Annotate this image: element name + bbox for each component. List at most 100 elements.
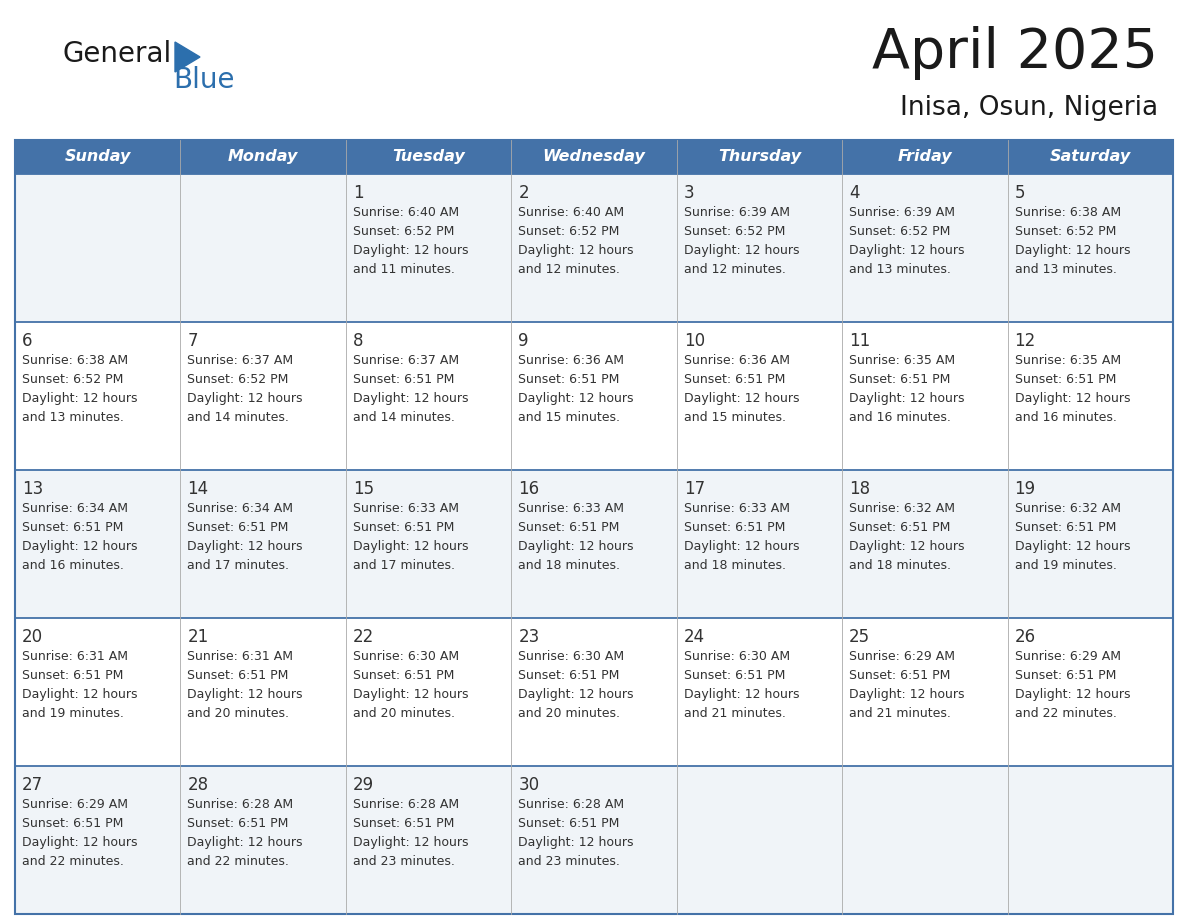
Text: Sunrise: 6:37 AM: Sunrise: 6:37 AM xyxy=(353,354,459,367)
Text: Sunrise: 6:31 AM: Sunrise: 6:31 AM xyxy=(23,650,128,663)
Text: 14: 14 xyxy=(188,480,209,498)
Text: 21: 21 xyxy=(188,628,209,646)
Text: Wednesday: Wednesday xyxy=(543,150,645,164)
Text: Daylight: 12 hours: Daylight: 12 hours xyxy=(23,688,138,701)
Text: Daylight: 12 hours: Daylight: 12 hours xyxy=(1015,688,1130,701)
Text: and 13 minutes.: and 13 minutes. xyxy=(849,263,952,276)
Text: Sunset: 6:51 PM: Sunset: 6:51 PM xyxy=(518,521,620,534)
Text: 2: 2 xyxy=(518,184,529,202)
Text: Sunrise: 6:32 AM: Sunrise: 6:32 AM xyxy=(849,502,955,515)
Text: Daylight: 12 hours: Daylight: 12 hours xyxy=(849,244,965,257)
Text: and 16 minutes.: and 16 minutes. xyxy=(849,411,952,424)
Text: Sunrise: 6:29 AM: Sunrise: 6:29 AM xyxy=(23,798,128,811)
Text: Sunset: 6:51 PM: Sunset: 6:51 PM xyxy=(353,373,454,386)
Text: and 14 minutes.: and 14 minutes. xyxy=(353,411,455,424)
Text: Sunset: 6:51 PM: Sunset: 6:51 PM xyxy=(353,521,454,534)
Text: 10: 10 xyxy=(684,332,704,350)
Text: 27: 27 xyxy=(23,776,43,794)
Text: Daylight: 12 hours: Daylight: 12 hours xyxy=(684,688,800,701)
Text: and 16 minutes.: and 16 minutes. xyxy=(1015,411,1117,424)
Text: and 13 minutes.: and 13 minutes. xyxy=(23,411,124,424)
Text: Sunset: 6:52 PM: Sunset: 6:52 PM xyxy=(188,373,289,386)
Text: and 18 minutes.: and 18 minutes. xyxy=(518,559,620,572)
Text: Sunset: 6:51 PM: Sunset: 6:51 PM xyxy=(684,669,785,682)
Text: Sunrise: 6:30 AM: Sunrise: 6:30 AM xyxy=(518,650,625,663)
Text: and 20 minutes.: and 20 minutes. xyxy=(188,707,290,720)
Text: and 21 minutes.: and 21 minutes. xyxy=(849,707,952,720)
Text: and 18 minutes.: and 18 minutes. xyxy=(849,559,952,572)
Text: and 15 minutes.: and 15 minutes. xyxy=(684,411,785,424)
Text: Friday: Friday xyxy=(898,150,952,164)
Text: Sunset: 6:51 PM: Sunset: 6:51 PM xyxy=(518,669,620,682)
Text: Sunset: 6:51 PM: Sunset: 6:51 PM xyxy=(188,669,289,682)
Text: 24: 24 xyxy=(684,628,704,646)
Text: and 18 minutes.: and 18 minutes. xyxy=(684,559,785,572)
Text: Daylight: 12 hours: Daylight: 12 hours xyxy=(518,836,633,849)
Text: Sunrise: 6:32 AM: Sunrise: 6:32 AM xyxy=(1015,502,1120,515)
Text: Daylight: 12 hours: Daylight: 12 hours xyxy=(684,244,800,257)
Text: and 12 minutes.: and 12 minutes. xyxy=(518,263,620,276)
Text: Daylight: 12 hours: Daylight: 12 hours xyxy=(518,688,633,701)
Text: Sunset: 6:51 PM: Sunset: 6:51 PM xyxy=(353,669,454,682)
Text: and 22 minutes.: and 22 minutes. xyxy=(1015,707,1117,720)
Text: Blue: Blue xyxy=(173,66,234,94)
Text: and 22 minutes.: and 22 minutes. xyxy=(23,855,124,868)
Text: Sunset: 6:51 PM: Sunset: 6:51 PM xyxy=(849,669,950,682)
Text: Sunrise: 6:33 AM: Sunrise: 6:33 AM xyxy=(353,502,459,515)
Text: Daylight: 12 hours: Daylight: 12 hours xyxy=(188,392,303,405)
Bar xyxy=(346,140,511,174)
Text: Sunrise: 6:38 AM: Sunrise: 6:38 AM xyxy=(23,354,128,367)
Text: Daylight: 12 hours: Daylight: 12 hours xyxy=(23,540,138,553)
Text: 19: 19 xyxy=(1015,480,1036,498)
Text: Sunset: 6:52 PM: Sunset: 6:52 PM xyxy=(353,225,454,238)
Text: and 23 minutes.: and 23 minutes. xyxy=(518,855,620,868)
Text: Sunrise: 6:39 AM: Sunrise: 6:39 AM xyxy=(849,206,955,219)
Text: and 20 minutes.: and 20 minutes. xyxy=(353,707,455,720)
Text: and 14 minutes.: and 14 minutes. xyxy=(188,411,290,424)
Text: and 13 minutes.: and 13 minutes. xyxy=(1015,263,1117,276)
Text: 28: 28 xyxy=(188,776,209,794)
Text: Sunset: 6:51 PM: Sunset: 6:51 PM xyxy=(23,817,124,830)
Text: Daylight: 12 hours: Daylight: 12 hours xyxy=(1015,244,1130,257)
Text: Daylight: 12 hours: Daylight: 12 hours xyxy=(188,540,303,553)
Text: 12: 12 xyxy=(1015,332,1036,350)
Text: Sunset: 6:51 PM: Sunset: 6:51 PM xyxy=(518,817,620,830)
Text: Daylight: 12 hours: Daylight: 12 hours xyxy=(23,392,138,405)
Text: Sunrise: 6:37 AM: Sunrise: 6:37 AM xyxy=(188,354,293,367)
Text: General: General xyxy=(62,40,171,68)
Text: 20: 20 xyxy=(23,628,43,646)
Text: Daylight: 12 hours: Daylight: 12 hours xyxy=(353,540,468,553)
Text: 15: 15 xyxy=(353,480,374,498)
Text: Sunrise: 6:28 AM: Sunrise: 6:28 AM xyxy=(518,798,625,811)
Text: 8: 8 xyxy=(353,332,364,350)
Text: Daylight: 12 hours: Daylight: 12 hours xyxy=(518,540,633,553)
Text: 5: 5 xyxy=(1015,184,1025,202)
Text: and 12 minutes.: and 12 minutes. xyxy=(684,263,785,276)
Bar xyxy=(15,618,1173,766)
Text: Daylight: 12 hours: Daylight: 12 hours xyxy=(353,836,468,849)
Text: and 19 minutes.: and 19 minutes. xyxy=(23,707,124,720)
Text: 23: 23 xyxy=(518,628,539,646)
Text: Sunrise: 6:29 AM: Sunrise: 6:29 AM xyxy=(849,650,955,663)
Text: Sunrise: 6:33 AM: Sunrise: 6:33 AM xyxy=(684,502,790,515)
Text: Sunset: 6:51 PM: Sunset: 6:51 PM xyxy=(684,373,785,386)
Text: Sunset: 6:51 PM: Sunset: 6:51 PM xyxy=(23,669,124,682)
Text: 22: 22 xyxy=(353,628,374,646)
Text: Sunset: 6:51 PM: Sunset: 6:51 PM xyxy=(1015,669,1116,682)
Text: Sunrise: 6:34 AM: Sunrise: 6:34 AM xyxy=(188,502,293,515)
Text: 7: 7 xyxy=(188,332,198,350)
Text: Sunrise: 6:34 AM: Sunrise: 6:34 AM xyxy=(23,502,128,515)
Text: and 16 minutes.: and 16 minutes. xyxy=(23,559,124,572)
Text: 9: 9 xyxy=(518,332,529,350)
Text: Sunset: 6:52 PM: Sunset: 6:52 PM xyxy=(1015,225,1116,238)
Text: Daylight: 12 hours: Daylight: 12 hours xyxy=(684,392,800,405)
Text: Sunrise: 6:31 AM: Sunrise: 6:31 AM xyxy=(188,650,293,663)
Bar xyxy=(15,470,1173,618)
Bar xyxy=(1007,140,1173,174)
Text: Daylight: 12 hours: Daylight: 12 hours xyxy=(188,836,303,849)
Text: 29: 29 xyxy=(353,776,374,794)
Text: Sunset: 6:52 PM: Sunset: 6:52 PM xyxy=(849,225,950,238)
Text: Daylight: 12 hours: Daylight: 12 hours xyxy=(684,540,800,553)
Text: Sunset: 6:51 PM: Sunset: 6:51 PM xyxy=(188,817,289,830)
Text: Sunset: 6:51 PM: Sunset: 6:51 PM xyxy=(1015,521,1116,534)
